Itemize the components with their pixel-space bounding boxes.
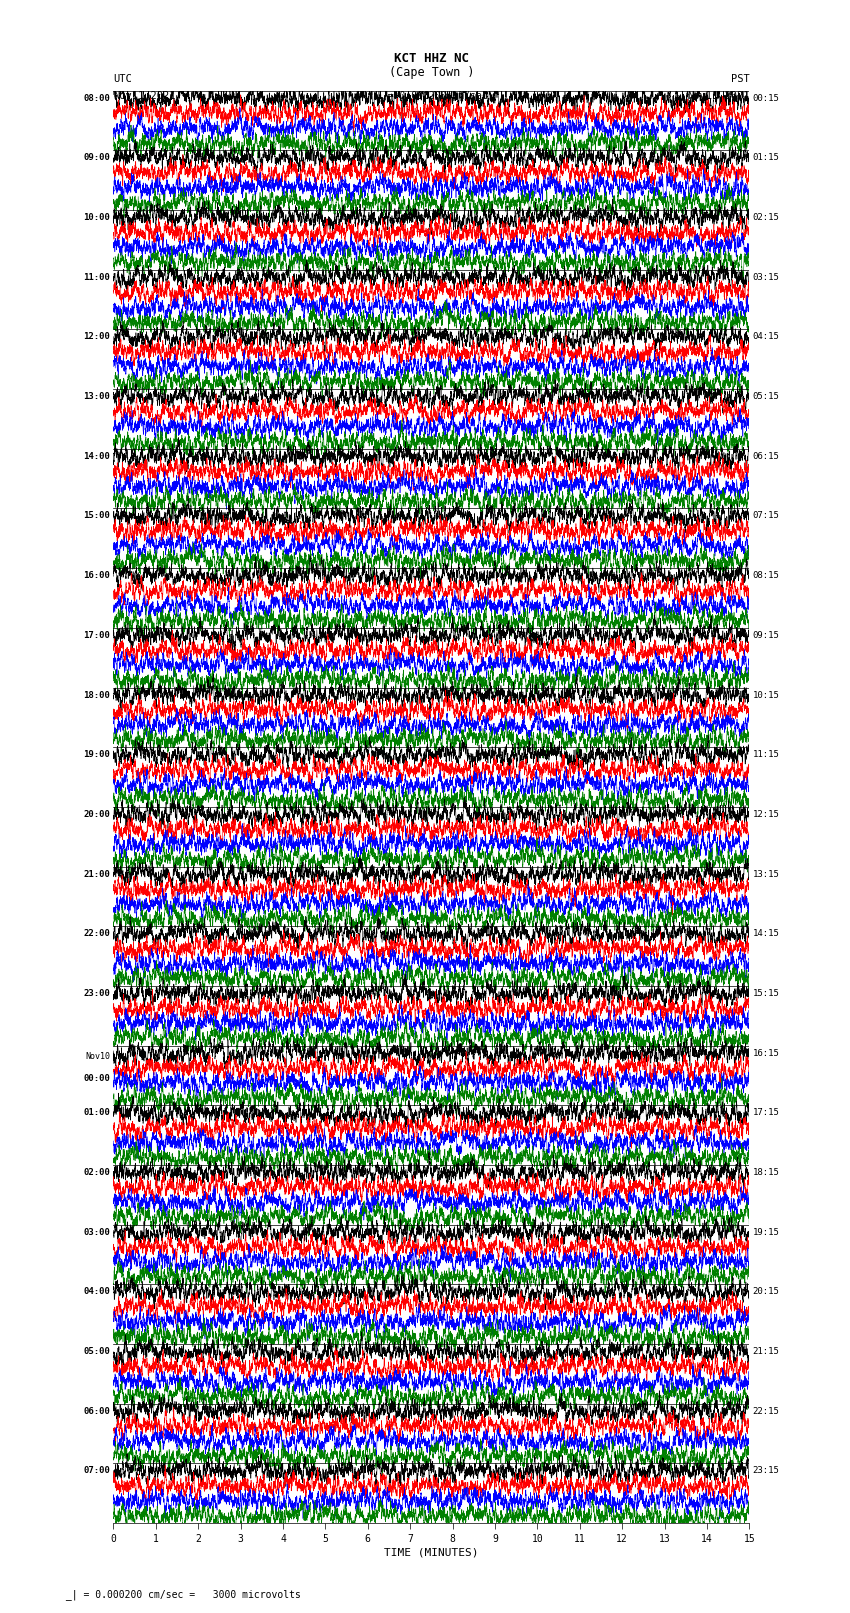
Text: Nov11,2021: Nov11,2021 (687, 90, 750, 100)
Text: Nov11,2021: Nov11,2021 (113, 90, 176, 100)
Text: 18:15: 18:15 (753, 1168, 779, 1177)
Text: 17:15: 17:15 (753, 1108, 779, 1118)
Text: 23:00: 23:00 (83, 989, 110, 998)
Text: 05:15: 05:15 (753, 392, 779, 402)
Text: UTC: UTC (113, 74, 132, 84)
Text: 08:00: 08:00 (83, 94, 110, 103)
Text: 15:15: 15:15 (753, 989, 779, 998)
Text: 10:00: 10:00 (83, 213, 110, 223)
Text: 18:00: 18:00 (83, 690, 110, 700)
Text: 12:15: 12:15 (753, 810, 779, 819)
Text: 16:15: 16:15 (753, 1048, 779, 1058)
Text: 06:00: 06:00 (83, 1407, 110, 1416)
Text: 15:00: 15:00 (83, 511, 110, 521)
Text: 07:15: 07:15 (753, 511, 779, 521)
Text: 00:15: 00:15 (753, 94, 779, 103)
Text: 22:00: 22:00 (83, 929, 110, 939)
Text: | = 0.000200 cm/sec: | = 0.000200 cm/sec (376, 90, 487, 102)
Text: 01:15: 01:15 (753, 153, 779, 163)
Text: 14:00: 14:00 (83, 452, 110, 461)
Text: 19:00: 19:00 (83, 750, 110, 760)
Text: 04:15: 04:15 (753, 332, 779, 342)
Text: 14:15: 14:15 (753, 929, 779, 939)
Text: PST: PST (731, 74, 750, 84)
Text: 21:00: 21:00 (83, 869, 110, 879)
Text: 11:00: 11:00 (83, 273, 110, 282)
Text: 00:00: 00:00 (83, 1074, 110, 1082)
Text: 13:00: 13:00 (83, 392, 110, 402)
Text: 13:15: 13:15 (753, 869, 779, 879)
Text: 09:00: 09:00 (83, 153, 110, 163)
Text: 07:00: 07:00 (83, 1466, 110, 1476)
X-axis label: TIME (MINUTES): TIME (MINUTES) (384, 1548, 479, 1558)
Text: 21:15: 21:15 (753, 1347, 779, 1357)
Text: 10:15: 10:15 (753, 690, 779, 700)
Text: Nov10: Nov10 (85, 1052, 110, 1061)
Text: 04:00: 04:00 (83, 1287, 110, 1297)
Text: 19:15: 19:15 (753, 1227, 779, 1237)
Text: 01:00: 01:00 (83, 1108, 110, 1118)
Text: 23:15: 23:15 (753, 1466, 779, 1476)
Text: 02:15: 02:15 (753, 213, 779, 223)
Text: _| = 0.000200 cm/sec =   3000 microvolts: _| = 0.000200 cm/sec = 3000 microvolts (60, 1589, 300, 1600)
Text: 16:00: 16:00 (83, 571, 110, 581)
Text: 20:00: 20:00 (83, 810, 110, 819)
Text: 22:15: 22:15 (753, 1407, 779, 1416)
Text: 20:15: 20:15 (753, 1287, 779, 1297)
Text: KCT HHZ NC: KCT HHZ NC (394, 52, 469, 65)
Text: 09:15: 09:15 (753, 631, 779, 640)
Text: 08:15: 08:15 (753, 571, 779, 581)
Text: 03:15: 03:15 (753, 273, 779, 282)
Text: 03:00: 03:00 (83, 1227, 110, 1237)
Text: 12:00: 12:00 (83, 332, 110, 342)
Text: 17:00: 17:00 (83, 631, 110, 640)
Text: (Cape Town ): (Cape Town ) (388, 66, 474, 79)
Text: 02:00: 02:00 (83, 1168, 110, 1177)
Text: 11:15: 11:15 (753, 750, 779, 760)
Text: 05:00: 05:00 (83, 1347, 110, 1357)
Text: 06:15: 06:15 (753, 452, 779, 461)
